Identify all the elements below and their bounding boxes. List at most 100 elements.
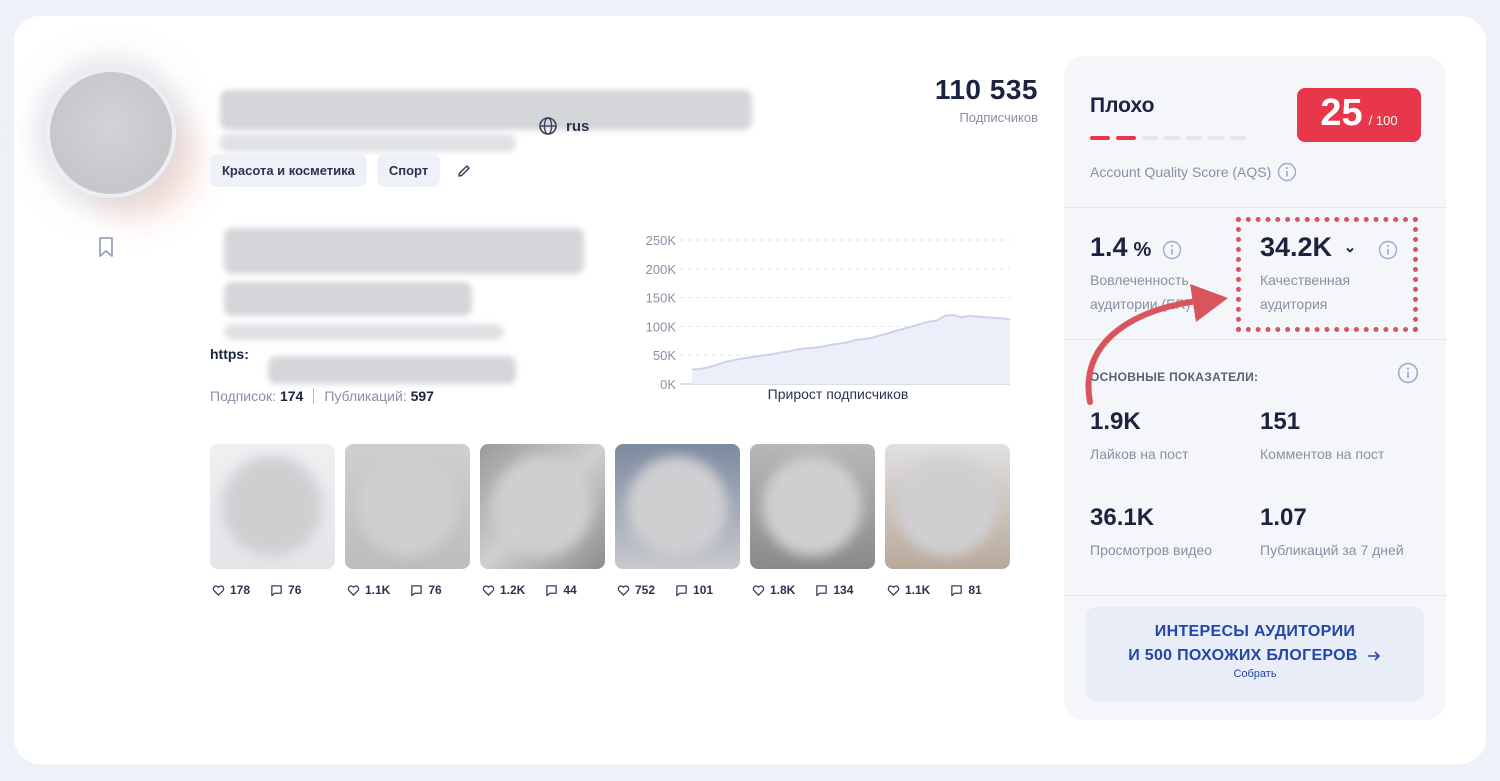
post-likes: 1.1K	[347, 583, 390, 597]
bio-link-prefix[interactable]: https:	[210, 346, 249, 362]
post-thumbnail[interactable]	[480, 444, 605, 569]
score-bar-segment	[1186, 136, 1202, 140]
heart-icon	[482, 584, 495, 596]
arrow-right-icon	[1367, 651, 1380, 661]
quality-audience-value: 34.2K	[1260, 232, 1333, 262]
post-thumbnail[interactable]	[210, 444, 335, 569]
avatar[interactable]	[46, 68, 176, 198]
followers-growth-chart: 250K 200K 150K 100K 50K 0K	[646, 233, 1010, 392]
score-bar-segment	[1090, 136, 1110, 140]
score-bar-segment	[1230, 136, 1246, 140]
post-likes: 1.8K	[752, 583, 795, 597]
post-card[interactable]: 1.1K 81	[885, 444, 1010, 597]
aqs-score-max: / 100	[1368, 113, 1398, 128]
post-likes: 752	[617, 583, 655, 597]
aqs-label: Account Quality Score (AQS)	[1090, 164, 1272, 180]
score-bar-segment	[1116, 136, 1136, 140]
info-icon[interactable]	[1277, 162, 1297, 182]
category-tags: Красота и косметика Спорт	[210, 154, 472, 187]
heart-icon	[212, 584, 225, 596]
post-thumbnail[interactable]	[885, 444, 1010, 569]
chart-y-tick-label: 0K	[660, 377, 676, 392]
profile-stats: Подписок: 174 Публикаций: 597	[210, 388, 434, 404]
post-thumbnail[interactable]	[615, 444, 740, 569]
info-icon[interactable]	[1162, 240, 1182, 260]
quality-audience-row[interactable]: 34.2K	[1260, 232, 1356, 263]
video-views-label: Просмотров видео	[1090, 542, 1213, 558]
post-card[interactable]: 1.8K 134	[750, 444, 875, 597]
chart-title: Прирост подписчиков	[767, 386, 909, 402]
following-count: 174	[279, 388, 304, 404]
post-thumbnail[interactable]	[345, 444, 470, 569]
cta-sub: Собрать	[1233, 668, 1277, 680]
stats-divider	[313, 388, 315, 404]
chart-y-tick-label: 50K	[653, 348, 676, 363]
chart-y-tick-label: 200K	[646, 262, 677, 277]
post-comments: 76	[270, 583, 301, 597]
blurred-bio-link	[268, 356, 516, 384]
language-indicator: rus	[538, 116, 589, 136]
recent-posts: 178 76 1.1K 76 1.2K 44 752 101 1.8K 134	[210, 444, 1010, 597]
comments-per-post-value: 151	[1260, 408, 1301, 435]
post-card[interactable]: 178 76	[210, 444, 335, 597]
engagement-value-row: 1.4 %	[1090, 232, 1151, 263]
posts-label: Публикаций:	[324, 388, 407, 404]
panel-divider	[1064, 207, 1446, 208]
blurred-bio-line-3	[224, 324, 504, 340]
posts-7d-value: 1.07	[1260, 504, 1307, 531]
blurred-username	[220, 134, 516, 152]
info-icon[interactable]	[1397, 362, 1419, 384]
engagement-label: Вовлеченность аудитории (ER)	[1090, 272, 1191, 312]
chart-y-tick-label: 250K	[646, 233, 677, 248]
chart-area	[692, 314, 1010, 384]
aqs-score: 25	[1320, 92, 1363, 134]
posts-7d-label: Публикаций за 7 дней	[1260, 542, 1404, 558]
likes-per-post-label: Лайков на пост	[1090, 446, 1189, 462]
chevron-down-icon[interactable]	[1344, 244, 1356, 256]
heart-icon	[347, 584, 360, 596]
section-caption: ОСНОВНЫЕ ПОКАЗАТЕЛИ:	[1090, 370, 1259, 384]
pencil-icon[interactable]	[456, 163, 472, 179]
comment-icon	[951, 584, 963, 596]
blurred-bio-line-1	[224, 228, 584, 274]
language-label: rus	[566, 117, 590, 135]
comment-icon	[546, 584, 558, 596]
heart-icon	[887, 584, 900, 596]
post-thumbnail[interactable]	[750, 444, 875, 569]
post-comments: 81	[950, 583, 982, 597]
post-card[interactable]: 1.2K 44	[480, 444, 605, 597]
score-bar-segment	[1208, 136, 1224, 140]
following-label: Подписок:	[210, 388, 277, 404]
post-comments: 101	[675, 583, 713, 597]
globe-icon	[539, 117, 557, 135]
post-card[interactable]: 1.1K 76	[345, 444, 470, 597]
panel-divider	[1064, 595, 1446, 596]
bookmark-icon[interactable]	[96, 236, 116, 258]
aqs-score-badge: 25 / 100	[1297, 88, 1421, 142]
tag-beauty[interactable]: Красота и косметика	[210, 154, 367, 187]
post-likes: 178	[212, 583, 250, 597]
tag-sport[interactable]: Спорт	[376, 154, 441, 187]
quality-audience-label: Качественная аудитория	[1260, 272, 1351, 312]
chart-y-tick-label: 150K	[646, 291, 677, 306]
audience-interests-button[interactable]: ИНТЕРЕСЫ АУДИТОРИИ И 500 ПОХОЖИХ БЛОГЕРО…	[1086, 607, 1424, 701]
comment-icon	[271, 584, 282, 596]
video-views-value: 36.1K	[1090, 504, 1155, 531]
blurred-bio-line-2	[224, 282, 472, 316]
post-card[interactable]: 752 101	[615, 444, 740, 597]
rating-word: Плохо	[1090, 94, 1155, 117]
info-icon[interactable]	[1378, 240, 1398, 260]
cta-line-1: ИНТЕРЕСЫ АУДИТОРИИ	[1154, 623, 1356, 640]
likes-per-post-value: 1.9K	[1090, 408, 1141, 435]
blurred-name	[220, 90, 752, 130]
comment-icon	[676, 584, 687, 596]
post-comments: 76	[410, 583, 442, 597]
engagement-unit: %	[1133, 239, 1152, 261]
chart-y-tick-label: 100K	[646, 319, 677, 334]
score-bar-segment	[1142, 136, 1158, 140]
post-likes: 1.1K	[887, 583, 930, 597]
panel-divider	[1064, 339, 1446, 340]
comments-per-post-label: Комментов на пост	[1260, 446, 1385, 462]
score-bars	[1090, 136, 1246, 140]
heart-icon	[752, 584, 765, 596]
